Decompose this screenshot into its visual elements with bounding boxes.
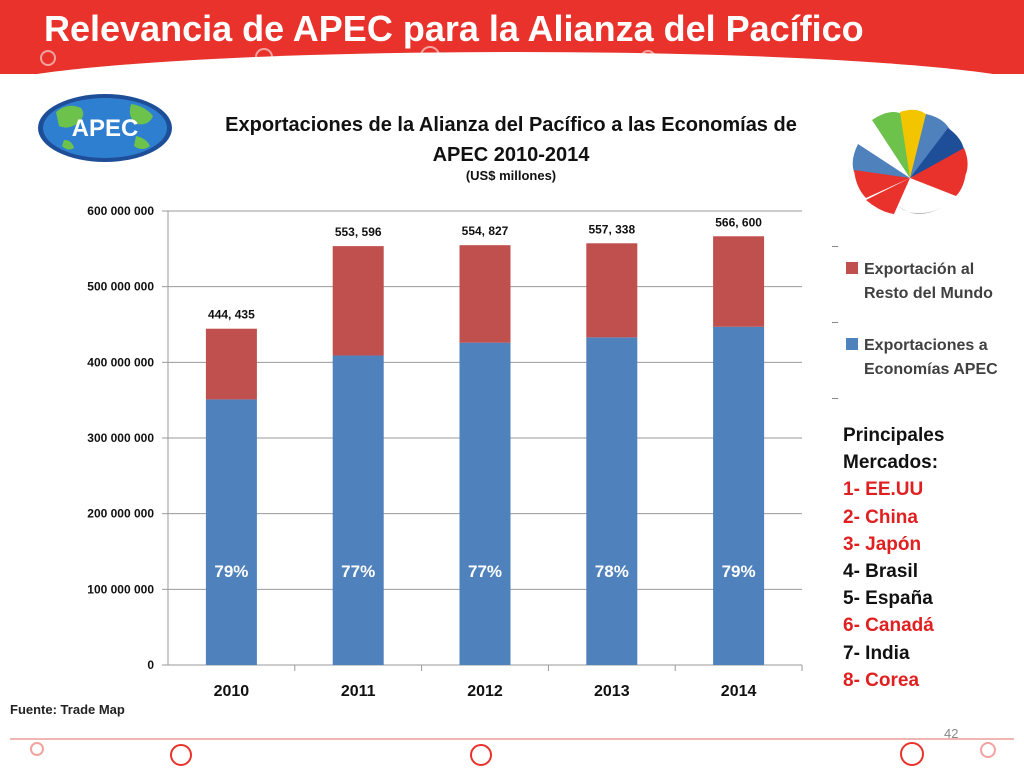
chart-subtitle: (US$ millones)	[465, 168, 557, 183]
legend-swatch-blue	[846, 338, 858, 350]
bar-segment-apec	[205, 399, 257, 665]
legend-label: Resto del Mundo	[864, 285, 993, 302]
market-item: 1- EE.UU	[843, 479, 924, 501]
bar-segment-apec	[713, 326, 765, 665]
footer-decoration	[0, 732, 1024, 768]
total-data-label: 557, 338	[588, 222, 635, 236]
bar-segment-rest-of-world	[459, 245, 511, 343]
market-item: 5- España	[843, 588, 933, 610]
legend-label: Economías APEC	[864, 361, 998, 378]
apec-logo: APEC	[38, 94, 172, 162]
y-tick-label: 400 000 000	[87, 355, 154, 369]
bar-segment-apec	[586, 337, 638, 665]
y-tick-label: 600 000 000	[87, 204, 154, 218]
swirl-decoration	[980, 742, 996, 758]
header-curve	[0, 52, 1024, 74]
y-tick-label: 200 000 000	[87, 507, 154, 521]
market-item: 6- Canadá	[843, 615, 934, 637]
bar-segment-rest-of-world	[586, 243, 638, 338]
legend-tick	[832, 322, 838, 323]
market-item: 3- Japón	[843, 533, 922, 555]
share-label: 77%	[341, 562, 375, 581]
legend-swatch-red	[846, 262, 858, 274]
x-tick-label: 2013	[594, 683, 630, 700]
market-item: 8- Corea	[843, 669, 920, 691]
y-tick-label: 300 000 000	[87, 431, 154, 445]
bar-segment-apec	[332, 355, 384, 665]
market-item: 2- China	[843, 506, 918, 528]
x-tick-label: 2012	[467, 683, 503, 700]
bar-segment-apec	[459, 342, 511, 665]
x-tick-label: 2010	[214, 683, 250, 700]
swirl-decoration	[30, 742, 44, 756]
apec-logo-text: APEC	[72, 115, 139, 142]
y-tick-label: 0	[147, 658, 154, 672]
market-item: 4- Brasil	[843, 561, 918, 583]
alianza-pacifico-logo	[852, 109, 968, 214]
y-tick-label: 500 000 000	[87, 280, 154, 294]
footer-line	[10, 738, 1014, 740]
share-label: 79%	[214, 562, 248, 581]
bar-segment-rest-of-world	[713, 236, 765, 327]
bar-segment-rest-of-world	[205, 328, 257, 400]
markets-heading: Principales	[843, 425, 945, 446]
principal-markets-list: Principales Mercados: 1- EE.UU 2- China …	[843, 422, 944, 694]
total-data-label: 566, 600	[715, 215, 762, 229]
swirl-decoration	[170, 744, 192, 766]
share-label: 78%	[595, 562, 629, 581]
legend-item-rest-of-world: Exportación al Resto del Mundo	[846, 258, 993, 306]
header-band	[0, 0, 1024, 74]
legend-label: Exportaciones a	[864, 337, 988, 354]
bar-segment-rest-of-world	[332, 246, 384, 356]
swirl-decoration	[40, 50, 56, 66]
share-label: 77%	[468, 562, 502, 581]
x-tick-label: 2011	[341, 683, 376, 700]
legend-item-apec: Exportaciones a Economías APEC	[846, 334, 998, 382]
y-tick-label: 100 000 000	[87, 582, 154, 596]
legend-tick	[832, 246, 838, 247]
market-item: 7- India	[843, 642, 910, 664]
page-number: 42	[944, 726, 959, 741]
swirl-decoration	[900, 742, 924, 766]
total-data-label: 554, 827	[462, 224, 509, 238]
source-note: Fuente: Trade Map	[10, 702, 125, 717]
share-label: 79%	[722, 562, 756, 581]
x-tick-label: 2014	[721, 683, 757, 700]
slide-title: Relevancia de APEC para la Alianza del P…	[44, 8, 864, 49]
chart-title: Exportaciones de la Alianza del Pacífico…	[225, 114, 797, 166]
swirl-decoration	[470, 744, 492, 766]
total-data-label: 553, 596	[335, 225, 382, 239]
total-data-label: 444, 435	[208, 308, 255, 322]
legend-label: Exportación al	[864, 261, 975, 278]
markets-heading: Mercados:	[843, 452, 939, 474]
legend-tick	[832, 398, 838, 399]
